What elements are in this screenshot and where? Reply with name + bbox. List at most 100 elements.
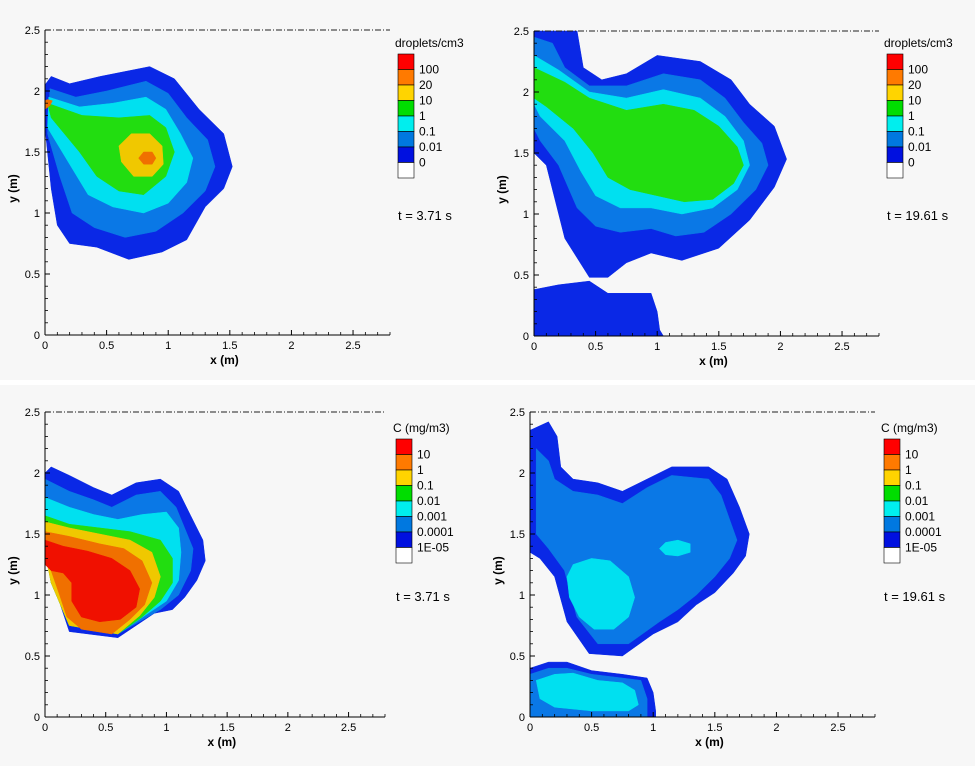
legend-swatch bbox=[395, 485, 413, 502]
y-tick-label: 1 bbox=[523, 209, 529, 221]
legend-swatch bbox=[397, 131, 415, 148]
legend-level-label: 0 bbox=[419, 156, 426, 170]
legend-title: C (mg/m3) bbox=[881, 421, 938, 435]
legend-swatch bbox=[395, 438, 413, 455]
x-axis-title: x (m) bbox=[207, 735, 236, 749]
y-tick-label: 2.5 bbox=[25, 407, 40, 419]
contour-region-0-01 bbox=[566, 558, 635, 630]
legend-swatch bbox=[886, 146, 904, 163]
x-axis-title: x (m) bbox=[695, 735, 724, 749]
legend-swatch bbox=[395, 531, 413, 548]
legend-swatch bbox=[395, 469, 413, 486]
y-tick-label: 0.5 bbox=[514, 270, 529, 282]
x-tick-label: 1.5 bbox=[711, 341, 726, 353]
legend-level-label: 0.1 bbox=[908, 125, 925, 139]
x-tick-label: 2.5 bbox=[834, 341, 849, 353]
x-tick-label: 0.5 bbox=[584, 722, 599, 734]
panel-top-left: 0 0.5 1 1.5 2 2.5 0 0.5 1 1.5 2 2.5 x (m) y (m) drople… bbox=[0, 0, 487, 380]
x-tick-label: 0.5 bbox=[588, 341, 603, 353]
legend-swatch bbox=[395, 547, 413, 564]
x-tick-label: 1.5 bbox=[707, 722, 722, 734]
legend-level-label: 0.0001 bbox=[905, 525, 942, 539]
legend-swatch bbox=[397, 53, 415, 70]
panel-bottom-left: 0 0.5 1 1.5 2 2.5 0 0.5 1 1.5 2 2.5 x (m) y (m) C (mg/… bbox=[0, 385, 487, 766]
legend-level-label: 1 bbox=[417, 463, 424, 477]
x-axis-title: x (m) bbox=[210, 353, 239, 367]
legend-level-label: 0.01 bbox=[419, 140, 443, 154]
y-tick-label: 2 bbox=[34, 86, 40, 98]
y-axis-title: y (m) bbox=[6, 556, 20, 585]
legend-swatch bbox=[397, 146, 415, 163]
x-tick-label: 2.5 bbox=[345, 340, 360, 352]
x-tick-label: 1 bbox=[654, 341, 660, 353]
x-tick-label: 0 bbox=[527, 722, 533, 734]
x-tick-label: 0 bbox=[531, 341, 537, 353]
legend-level-label: 0.1 bbox=[419, 125, 436, 139]
legend-level-label: 0.01 bbox=[417, 494, 441, 508]
y-tick-label: 0.5 bbox=[25, 269, 40, 281]
x-tick-label: 2 bbox=[773, 722, 779, 734]
contour-region-100 bbox=[138, 151, 157, 165]
contour-region-0-01 bbox=[659, 539, 691, 557]
legend-swatch bbox=[397, 69, 415, 86]
legend-swatch bbox=[883, 516, 901, 533]
legend-level-label: 0.01 bbox=[908, 140, 932, 154]
legend-title: C (mg/m3) bbox=[393, 421, 450, 435]
legend-swatch bbox=[397, 84, 415, 101]
contour-region-0-01 bbox=[535, 672, 639, 712]
legend-level-label: 0.1 bbox=[905, 479, 922, 493]
y-tick-label: 0 bbox=[523, 331, 529, 343]
x-tick-label: 2.5 bbox=[830, 722, 845, 734]
y-axis-title: y (m) bbox=[495, 175, 509, 204]
contour-chart: 0 0.5 1 1.5 2 2.5 0 0.5 1 1.5 2 2.5 x (m) y (m) drople… bbox=[6, 25, 464, 367]
legend-level-label: 1E-05 bbox=[905, 541, 937, 555]
legend-swatch bbox=[886, 115, 904, 132]
legend-level-label: 20 bbox=[908, 78, 922, 92]
legend-level-label: 0.001 bbox=[905, 510, 935, 524]
legend-level-label: 0.1 bbox=[417, 479, 434, 493]
x-tick-label: 0 bbox=[42, 340, 48, 352]
legend-swatch bbox=[886, 69, 904, 86]
y-tick-label: 0.5 bbox=[510, 651, 525, 663]
y-tick-label: 2.5 bbox=[25, 25, 40, 37]
legend-swatch bbox=[395, 454, 413, 471]
x-tick-label: 1 bbox=[650, 722, 656, 734]
legend-swatch bbox=[883, 469, 901, 486]
legend-swatch bbox=[883, 547, 901, 564]
time-label: t = 3.71 s bbox=[398, 208, 452, 223]
legend-swatch bbox=[883, 485, 901, 502]
x-tick-label: 1 bbox=[165, 340, 171, 352]
contour-chart: 0 0.5 1 1.5 2 2.5 0 0.5 1 1.5 2 2.5 x (m) y (m) drople… bbox=[495, 26, 953, 368]
legend-swatch bbox=[883, 531, 901, 548]
legend-title: droplets/cm3 bbox=[884, 36, 953, 50]
legend-level-label: 0.01 bbox=[905, 494, 929, 508]
legend-swatch bbox=[886, 84, 904, 101]
y-tick-label: 0 bbox=[34, 712, 40, 724]
y-tick-label: 1 bbox=[34, 590, 40, 602]
legend-swatch bbox=[397, 115, 415, 132]
legend-level-label: 1 bbox=[419, 109, 426, 123]
legend-swatch bbox=[886, 131, 904, 148]
y-tick-label: 2 bbox=[519, 468, 525, 480]
legend-level-label: 0 bbox=[908, 156, 915, 170]
y-tick-label: 2 bbox=[34, 468, 40, 480]
x-tick-label: 1.5 bbox=[219, 722, 234, 734]
y-tick-label: 2.5 bbox=[510, 407, 525, 419]
y-tick-label: 0 bbox=[34, 330, 40, 342]
legend-swatch bbox=[883, 438, 901, 455]
x-tick-label: 1.5 bbox=[222, 340, 237, 352]
x-tick-label: 2 bbox=[285, 722, 291, 734]
x-tick-label: 0.5 bbox=[99, 340, 114, 352]
legend-swatch bbox=[886, 53, 904, 70]
legend-level-label: 0.0001 bbox=[417, 525, 454, 539]
y-tick-label: 1.5 bbox=[25, 147, 40, 159]
legend-level-label: 1 bbox=[908, 109, 915, 123]
x-tick-label: 2.5 bbox=[341, 722, 356, 734]
legend-level-label: 100 bbox=[419, 63, 439, 77]
x-tick-label: 1 bbox=[163, 722, 169, 734]
legend-swatch bbox=[397, 162, 415, 179]
y-tick-label: 1.5 bbox=[514, 148, 529, 160]
legend-swatch bbox=[883, 454, 901, 471]
time-label: t = 19.61 s bbox=[884, 589, 946, 604]
